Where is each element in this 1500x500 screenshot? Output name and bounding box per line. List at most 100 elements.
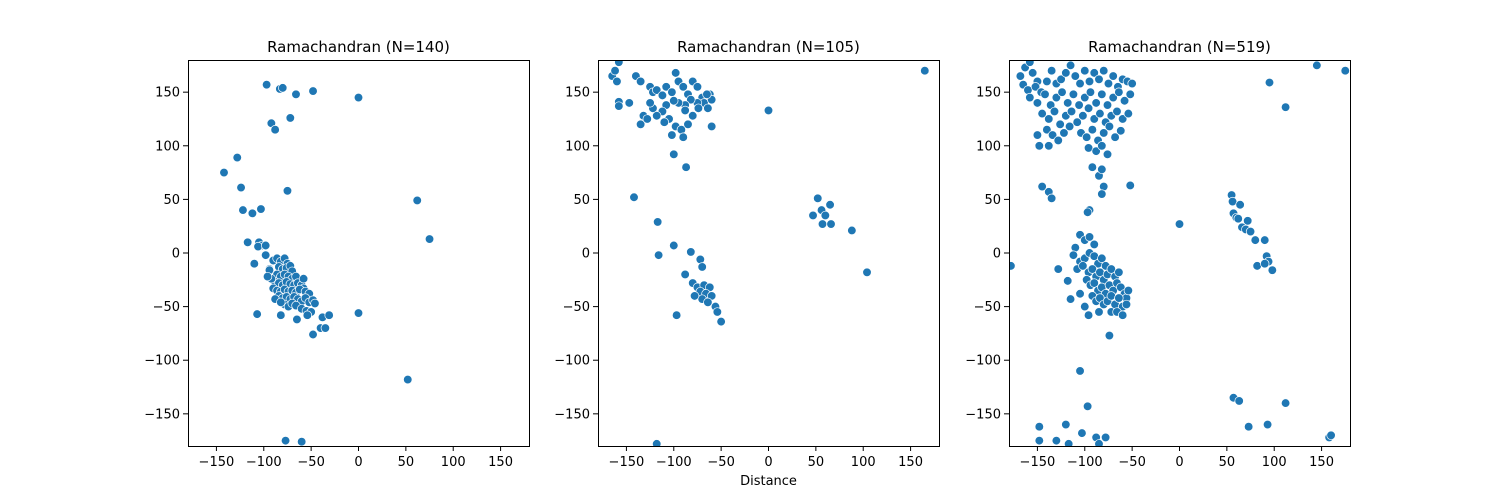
data-point: [1097, 89, 1107, 99]
data-points: [607, 60, 930, 446]
data-point: [238, 205, 248, 215]
axes-frame: [598, 60, 940, 447]
data-point: [308, 86, 318, 96]
panel-title: Ramachandran (N=519): [1088, 38, 1271, 56]
data-points: [1009, 60, 1350, 446]
data-point: [280, 435, 291, 446]
data-point: [610, 66, 620, 76]
data-point: [653, 217, 663, 227]
data-point: [1063, 98, 1073, 108]
x-tick-label: −150: [199, 455, 235, 470]
data-point: [1312, 60, 1322, 71]
data-point: [1260, 235, 1270, 245]
data-point: [1082, 132, 1092, 142]
data-point: [1075, 289, 1085, 299]
data-point: [1125, 89, 1135, 99]
data-point: [282, 186, 293, 196]
data-point: [1046, 66, 1057, 76]
data-point: [659, 117, 669, 127]
data-point: [667, 130, 677, 140]
data-point: [320, 323, 330, 333]
data-point: [1070, 71, 1080, 81]
data-point: [1053, 135, 1063, 146]
data-point: [1102, 149, 1113, 160]
data-point: [686, 247, 696, 257]
data-point: [1078, 261, 1088, 271]
data-point: [1037, 181, 1047, 192]
x-axis-label: Distance: [740, 474, 797, 489]
data-point: [669, 240, 679, 251]
data-point: [703, 297, 713, 307]
data-point: [686, 95, 696, 105]
data-point: [1032, 98, 1043, 108]
data-point: [1234, 396, 1244, 406]
data-point: [1099, 66, 1109, 76]
data-point: [669, 149, 679, 160]
data-point: [1085, 87, 1096, 97]
y-tick-label: 100: [155, 139, 180, 154]
data-point: [1104, 121, 1115, 132]
scatter-panel-n519: Ramachandran (N=519) −150 −100 −50 0 50 100 15…: [965, 38, 1351, 470]
data-point: [1123, 108, 1133, 119]
x-tick-label: −50: [707, 455, 734, 470]
data-point: [612, 76, 622, 87]
data-point: [1326, 430, 1336, 440]
data-point: [1061, 68, 1071, 78]
data-point: [1042, 125, 1052, 135]
data-point: [1051, 435, 1062, 446]
data-point: [1097, 189, 1107, 199]
data-point: [270, 125, 280, 135]
data-point: [1032, 130, 1043, 140]
data-point: [1082, 207, 1093, 217]
data-point: [1089, 278, 1099, 288]
y-tick-label: 0: [993, 247, 1001, 262]
data-point: [862, 267, 872, 277]
data-point: [678, 82, 688, 92]
data-point: [1057, 87, 1067, 97]
data-point: [1059, 128, 1069, 138]
data-point: [712, 307, 722, 317]
data-point: [297, 437, 307, 446]
data-point: [1047, 130, 1058, 140]
data-point: [614, 60, 624, 67]
data-point: [249, 259, 259, 269]
data-point: [1080, 66, 1090, 76]
data-point: [1075, 78, 1085, 89]
data-point: [1068, 89, 1079, 99]
data-point: [219, 167, 229, 178]
data-point: [1025, 92, 1035, 103]
data-point: [1082, 401, 1093, 411]
data-point: [1065, 60, 1076, 71]
data-point: [1044, 141, 1054, 151]
data-point: [716, 316, 726, 327]
data-point: [232, 152, 242, 163]
data-point: [1112, 106, 1122, 117]
data-point: [1100, 432, 1111, 443]
panel-title: Ramachandran (N=140): [267, 38, 450, 56]
data-point: [671, 68, 681, 78]
data-point: [1087, 125, 1098, 135]
data-point: [1116, 126, 1126, 136]
y-tick-label: −150: [965, 407, 1001, 422]
data-point: [1174, 219, 1185, 229]
data-point: [1118, 310, 1128, 320]
y-tick-label: −150: [144, 407, 180, 422]
y-tick-label: −100: [144, 354, 180, 369]
data-point: [252, 309, 262, 319]
data-point: [1102, 100, 1113, 110]
x-tick-label: 100: [1262, 455, 1287, 470]
data-point: [310, 298, 320, 309]
data-point: [1094, 74, 1104, 84]
data-point: [697, 262, 707, 272]
data-point: [1080, 301, 1090, 312]
data-point: [1084, 76, 1095, 87]
data-point: [1077, 428, 1087, 438]
data-point: [1034, 422, 1044, 432]
data-point: [324, 310, 334, 320]
data-point: [1025, 60, 1035, 67]
data-point: [1280, 102, 1291, 112]
data-point: [692, 82, 703, 92]
data-point: [1075, 366, 1085, 376]
data-point: [256, 204, 266, 214]
data-point: [652, 111, 662, 121]
